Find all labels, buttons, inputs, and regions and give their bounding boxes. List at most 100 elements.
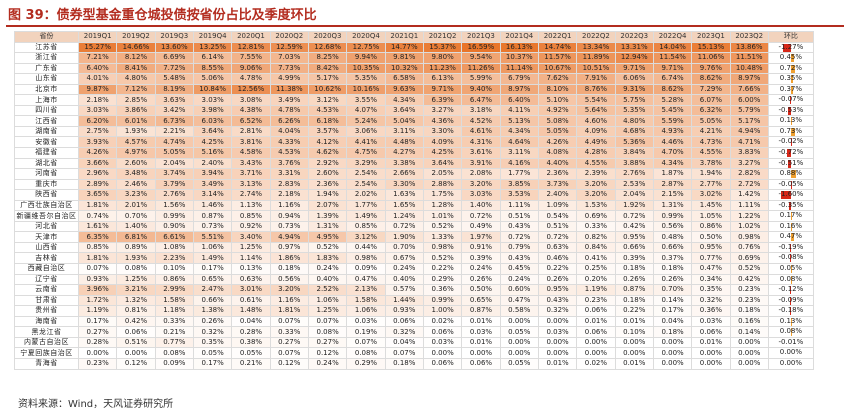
share-cell: 5.59%: [652, 115, 693, 127]
table-row: 重庆市 2.89% 2.46% 3.79% 3.49% 3.13% 2.83% 2.36% 2.…: [14, 178, 814, 191]
share-cell: 4.52%: [461, 115, 501, 127]
share-cell: 5.51%: [192, 231, 233, 243]
change-bar: [790, 64, 796, 73]
share-cell: 14.66%: [116, 41, 156, 54]
share-cell: 0.17%: [192, 357, 233, 370]
share-cell: 3.57%: [307, 125, 348, 138]
share-cell: 13.34%: [576, 41, 616, 54]
share-cell: 3.66%: [77, 157, 118, 170]
table-row: 西藏自治区 0.07% 0.08% 0.10% 0.17% 0.13% 0.18% 0.24%…: [14, 263, 814, 275]
share-cell: 5.35%: [346, 73, 386, 85]
share-cell: 0.08%: [154, 347, 194, 359]
share-cell: 0.77%: [154, 336, 194, 349]
share-cell: 0.02%: [576, 357, 616, 370]
share-cell: 11.26%: [461, 62, 501, 75]
table-row: 广东省 6.40% 8.41% 7.72% 8.55% 9.06% 7.73% 8.42% 10…: [14, 62, 814, 75]
share-cell: 0.66%: [652, 241, 693, 254]
share-cell: 2.87%: [652, 178, 693, 191]
share-cell: 6.26%: [269, 115, 309, 127]
share-cell: 1.93%: [116, 125, 156, 138]
share-cell: 4.78%: [231, 73, 271, 85]
share-cell: 0.85%: [346, 220, 386, 233]
share-cell: 4.61%: [461, 125, 501, 138]
share-cell: 0.05%: [231, 347, 271, 359]
share-cell: 1.25%: [231, 241, 271, 254]
figure-title: 图 39：债券型基金重仓城投债按省份占比及季度环比: [8, 8, 317, 23]
header-quarter: 2020Q1: [231, 31, 271, 43]
share-cell: 5.54%: [576, 94, 616, 106]
province-cell: 青海省: [14, 357, 79, 370]
share-cell: 0.91%: [461, 241, 501, 254]
share-cell: 3.27%: [422, 104, 463, 117]
share-cell: 0.03%: [346, 315, 386, 328]
table-row: 山东省 4.01% 4.80% 5.48% 5.06% 4.78% 4.99% 5.17% 5.…: [14, 73, 814, 85]
header-quarter: 2019Q4: [192, 31, 233, 43]
share-cell: 0.01%: [691, 336, 731, 349]
share-cell: 6.73%: [154, 115, 194, 127]
share-cell: 0.00%: [729, 347, 769, 359]
share-cell: 0.20%: [576, 273, 616, 286]
share-cell: 0.00%: [537, 315, 578, 328]
share-cell: 0.08%: [116, 263, 156, 275]
table-row: 甘肃省 1.72% 1.32% 1.58% 0.66% 0.61% 1.16% 1.06% 1.…: [14, 294, 814, 307]
share-cell: 10.84%: [192, 83, 233, 96]
share-cell: 6.32%: [691, 104, 731, 117]
share-cell: 3.73%: [537, 178, 578, 191]
share-cell: 5.06%: [192, 73, 233, 85]
share-cell: 0.10%: [154, 263, 194, 275]
share-cell: 13.31%: [614, 41, 654, 54]
table-row: 福建省 4.26% 4.97% 5.05% 5.16% 4.58% 4.53% 4.62% 4.…: [14, 147, 814, 159]
share-cell: 0.23%: [576, 294, 616, 307]
share-cell: 1.81%: [77, 252, 118, 265]
share-cell: 0.41%: [576, 252, 616, 265]
province-cell: 浙江省: [14, 52, 79, 64]
share-cell: 6.14%: [192, 52, 233, 64]
share-cell: 7.66%: [729, 83, 769, 96]
share-cell: 1.56%: [154, 199, 194, 212]
share-cell: 1.63%: [384, 189, 424, 201]
change-value: 0.37%: [779, 84, 803, 93]
share-cell: 4.31%: [461, 136, 501, 148]
share-cell: 10.48%: [729, 62, 769, 75]
share-cell: 15.13%: [691, 41, 731, 54]
share-cell: 2.74%: [231, 189, 271, 201]
share-cell: 8.10%: [537, 83, 578, 96]
share-cell: 4.26%: [537, 136, 578, 148]
change-value: -0.08%: [778, 253, 804, 262]
share-cell: 1.16%: [269, 199, 309, 212]
province-cell: 辽宁省: [14, 273, 79, 286]
header-change: 环比: [767, 31, 814, 43]
share-cell: 0.00%: [614, 336, 654, 349]
share-cell: 2.13%: [346, 284, 386, 296]
share-cell: 4.41%: [346, 136, 386, 148]
share-cell: 3.64%: [384, 104, 424, 117]
share-cell: 4.68%: [614, 125, 654, 138]
share-cell: 4.78%: [269, 104, 309, 117]
share-cell: 0.18%: [652, 326, 693, 338]
share-cell: 9.63%: [384, 83, 424, 96]
share-cell: 1.11%: [499, 199, 539, 212]
share-cell: 8.76%: [576, 83, 616, 96]
share-cell: 5.45%: [652, 104, 693, 117]
share-cell: 4.25%: [192, 136, 233, 148]
share-cell: 4.53%: [269, 147, 309, 159]
change-cell: -0.02%: [767, 136, 814, 148]
change-cell: 0.73%: [767, 125, 814, 138]
share-cell: 4.21%: [691, 125, 731, 138]
share-cell: 12.56%: [231, 83, 271, 96]
province-cell: 山西省: [14, 241, 79, 254]
share-cell: 0.56%: [269, 273, 309, 286]
share-cell: 8.62%: [691, 73, 731, 85]
province-cell: 天津市: [14, 231, 79, 243]
share-cell: 0.34%: [691, 273, 731, 286]
share-cell: 2.36%: [307, 178, 348, 191]
table-row: 海南省 0.17% 0.42% 0.33% 0.26% 0.04% 0.07% 0.07% 0.…: [14, 315, 814, 328]
share-cell: 9.40%: [461, 83, 501, 96]
share-cell: 2.96%: [77, 168, 118, 180]
share-cell: 2.05%: [422, 168, 463, 180]
share-cell: 4.01%: [77, 73, 118, 85]
share-cell: 2.99%: [154, 284, 194, 296]
share-cell: 11.14%: [499, 62, 539, 75]
change-value: 0.00%: [779, 348, 803, 357]
share-cell: 0.69%: [576, 210, 616, 222]
